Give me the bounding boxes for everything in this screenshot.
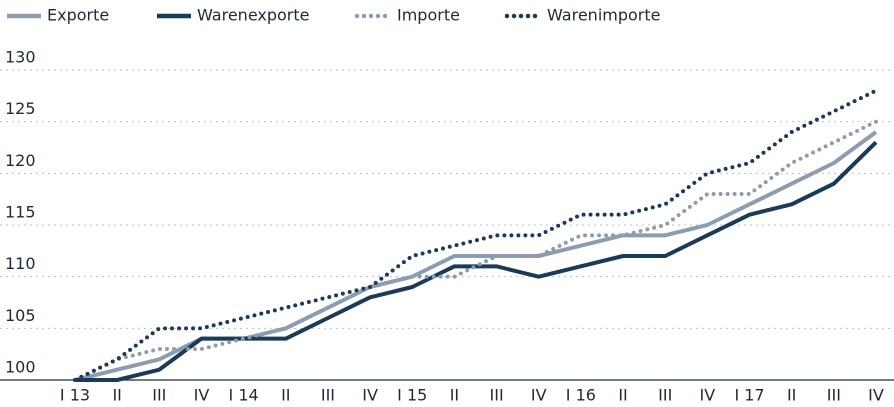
- x-tick-label: IV: [700, 386, 716, 405]
- x-tick-label: III: [321, 386, 335, 405]
- line-series: [73, 119, 878, 382]
- x-tick-label: II: [450, 386, 459, 405]
- legend-label: Warenimporte: [547, 6, 660, 25]
- x-tick-label: I 15: [397, 386, 427, 405]
- y-tick-label: 115: [5, 203, 36, 222]
- line-series: [73, 88, 878, 382]
- x-tick-label: III: [658, 386, 672, 405]
- x-tick-label: IV: [362, 386, 378, 405]
- legend-label: Warenexporte: [197, 6, 309, 25]
- x-tick-label: II: [618, 386, 627, 405]
- x-tick-label: III: [490, 386, 504, 405]
- x-tick-label: IV: [194, 386, 210, 405]
- x-tick-label: I 13: [60, 386, 90, 405]
- x-tick-label: I 16: [566, 386, 596, 405]
- x-tick-label: I 14: [229, 386, 259, 405]
- x-tick-label: I 17: [734, 386, 764, 405]
- legend-label: Importe: [397, 6, 460, 25]
- x-tick-label: II: [112, 386, 121, 405]
- x-tick-label: IV: [531, 386, 547, 405]
- y-tick-label: 125: [5, 99, 36, 118]
- y-tick-label: 105: [5, 306, 36, 325]
- x-tick-label: IV: [868, 386, 884, 405]
- x-tick-label: III: [827, 386, 841, 405]
- x-tick-label: II: [787, 386, 796, 405]
- y-tick-label: 120: [5, 151, 36, 170]
- legend-label: Exporte: [47, 6, 109, 25]
- line-series: [75, 140, 878, 382]
- y-tick-label: 100: [5, 358, 36, 377]
- y-tick-label: 130: [5, 48, 36, 67]
- x-tick-label: II: [281, 386, 290, 405]
- x-tick-label: III: [152, 386, 166, 405]
- y-tick-label: 110: [5, 254, 36, 273]
